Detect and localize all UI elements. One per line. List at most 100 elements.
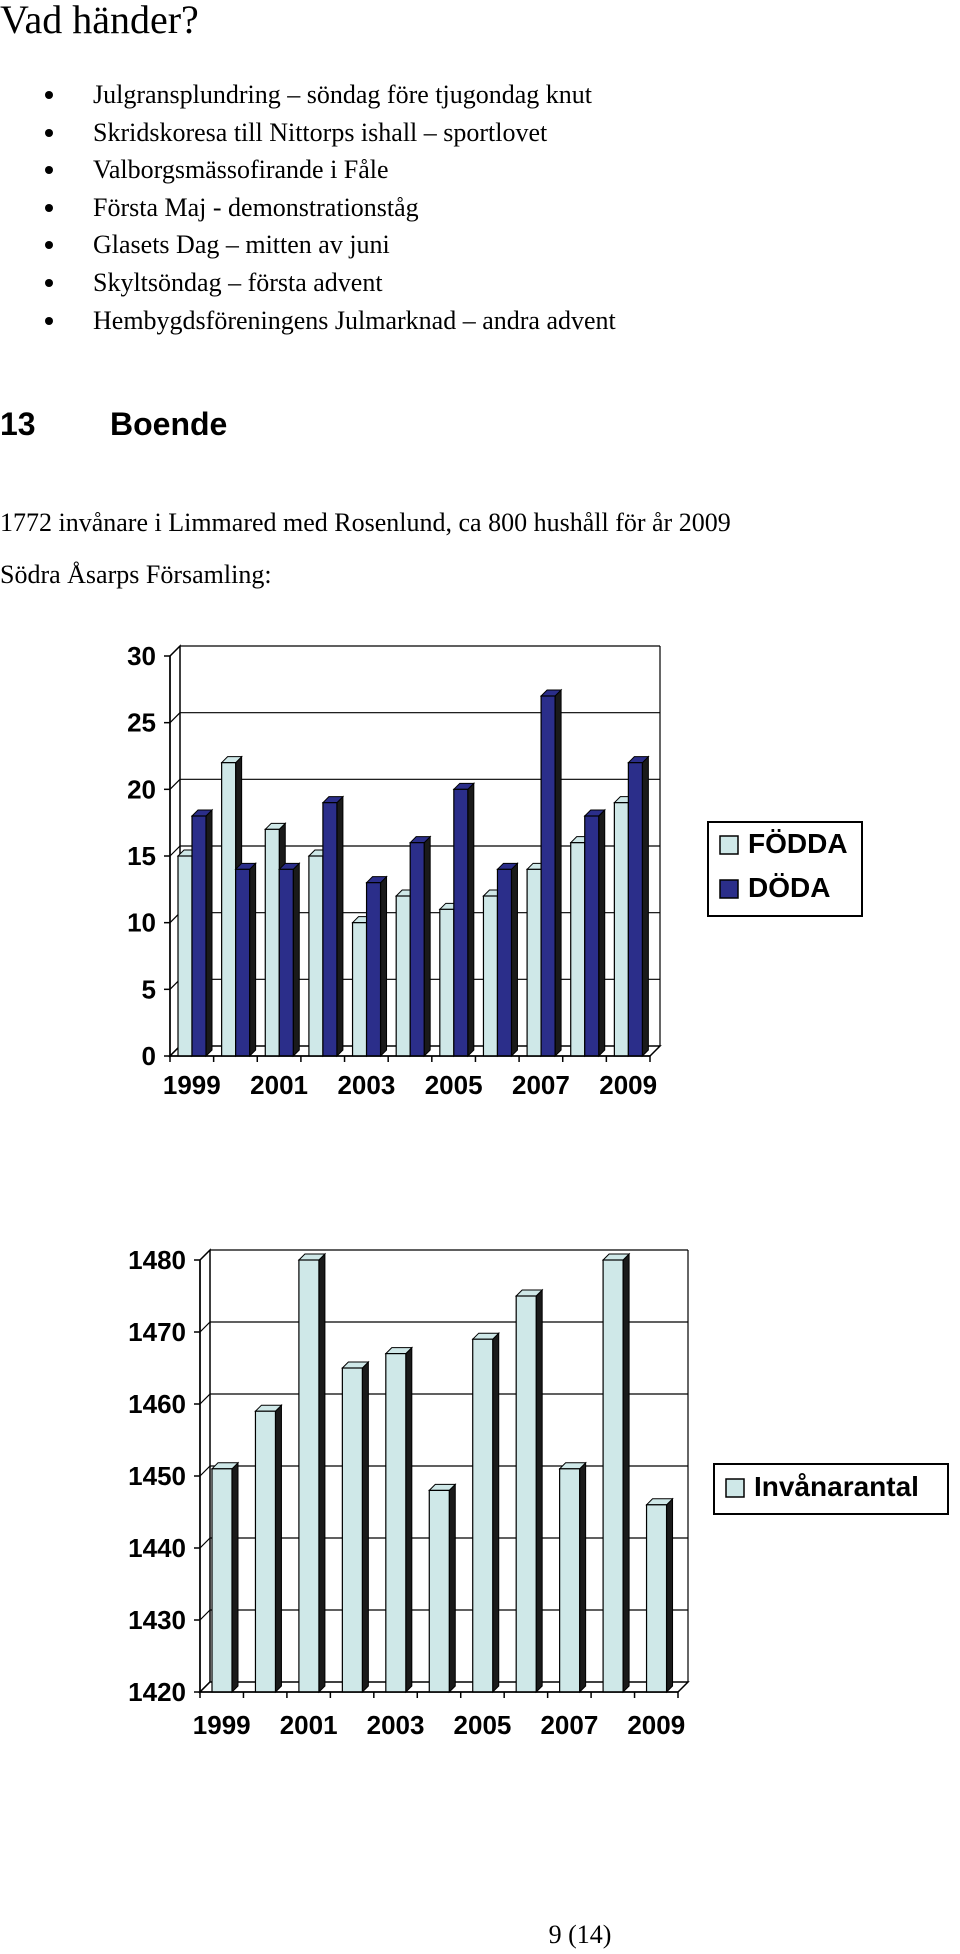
- bar-front: [526, 868, 542, 1057]
- legend: FÖDDA DÖDA: [707, 821, 863, 917]
- bar-front: [559, 1468, 581, 1693]
- bar-döda-2007: [539, 688, 563, 1058]
- bar-side: [423, 835, 431, 1058]
- bullet-icon: [45, 278, 53, 287]
- x-tick-label: 2005: [425, 1070, 483, 1100]
- bar-front: [439, 908, 455, 1057]
- bar-döda-2000: [234, 862, 257, 1058]
- bar-invånarantal-2009: [645, 1497, 674, 1694]
- gridline-diagonal: [199, 1609, 211, 1621]
- bar-side: [361, 1360, 369, 1694]
- legend: Invånarantal: [713, 1463, 949, 1515]
- event-text: Glasets Dag – mitten av juni: [93, 230, 390, 260]
- bar-front: [584, 815, 600, 1057]
- bar-side: [274, 1403, 282, 1694]
- x-tick-label: 2007: [512, 1070, 570, 1100]
- bar-side: [579, 1461, 587, 1694]
- bar-front: [627, 762, 643, 1057]
- bar-döda-2003: [365, 875, 388, 1058]
- section-title: Boende: [110, 406, 228, 442]
- gridline-diagonal: [199, 1537, 211, 1549]
- bar-side: [231, 1461, 239, 1694]
- bar-front: [409, 842, 425, 1057]
- bullet-icon: [45, 128, 53, 137]
- bar-front: [365, 882, 382, 1057]
- gridline-diagonal: [199, 1249, 211, 1261]
- y-tick-label: 1420: [128, 1677, 186, 1707]
- y-tick-label: 1470: [128, 1317, 186, 1347]
- gridline-diagonal: [169, 645, 181, 657]
- bar-döda-2006: [496, 862, 519, 1058]
- bar-side: [554, 688, 562, 1058]
- y-tick-label: 10: [127, 908, 156, 938]
- bullet-icon: [45, 91, 53, 99]
- births-deaths-chart: 0 5 10 15 20 25 30 1999 2001 2003 2005 2007 2009 FÖDD…: [127, 641, 863, 1100]
- gridline-diagonal: [199, 1393, 211, 1405]
- bar-front: [254, 1410, 277, 1693]
- y-tick-label: 1430: [128, 1605, 186, 1635]
- bar-front: [428, 1489, 450, 1693]
- bar-front: [385, 1352, 407, 1693]
- legend-label: DÖDA: [748, 872, 830, 903]
- bar-invånarantal-2006: [514, 1288, 544, 1694]
- bar-front: [177, 855, 193, 1057]
- bar-döda-2005: [452, 782, 476, 1058]
- section-number: 13: [0, 406, 36, 442]
- y-tick-label: 15: [127, 841, 156, 871]
- bar-side: [666, 1497, 674, 1694]
- events-list: Julgransplundring – söndag före tjugonda…: [0, 76, 616, 339]
- bar-side: [641, 755, 649, 1058]
- bar-invånarantal-2005: [471, 1331, 500, 1694]
- bar-front: [278, 868, 294, 1057]
- bar-front: [496, 868, 513, 1057]
- x-tick-label: 2003: [337, 1070, 395, 1100]
- event-text: Skyltsöndag – första advent: [93, 267, 383, 297]
- y-tick-label: 1460: [128, 1389, 186, 1419]
- list-item: Valborgsmässofirande i Fåle: [0, 151, 616, 189]
- x-tick-label: 1999: [163, 1070, 221, 1100]
- y-tick-label: 1450: [128, 1461, 186, 1491]
- bar-side: [448, 1483, 456, 1694]
- legend-label: FÖDDA: [748, 828, 848, 859]
- bar-side: [318, 1252, 326, 1694]
- y-tick-label: 5: [142, 974, 156, 1004]
- legend-swatch: [719, 879, 739, 899]
- bullet-icon: [45, 241, 53, 250]
- bar-front: [308, 855, 324, 1057]
- event-text: Valborgsmässofirande i Fåle: [93, 155, 389, 185]
- list-item: Skridskoresa till Nittorps ishall – spor…: [0, 114, 616, 152]
- event-text: Första Maj - demonstrationståg: [93, 192, 419, 222]
- x-tick-label: 2009: [599, 1070, 657, 1100]
- bar-front: [602, 1259, 624, 1693]
- list-item: Skyltsöndag – första advent: [0, 264, 616, 302]
- list-item: Hembygdsföreningens Julmarknad – andra a…: [0, 302, 616, 340]
- legend-label: Invånarantal: [754, 1471, 919, 1502]
- bar-front: [482, 895, 499, 1057]
- list-item: Glasets Dag – mitten av juni: [0, 226, 616, 264]
- bar-side: [405, 1346, 413, 1694]
- bar-side: [292, 862, 300, 1058]
- bar-front: [351, 922, 368, 1057]
- bar-side: [467, 782, 475, 1058]
- legend-swatch: [725, 1478, 745, 1498]
- page-heading: Vad händer?: [0, 0, 199, 42]
- bar-döda-2002: [321, 795, 345, 1058]
- bar-invånarantal-2003: [384, 1346, 414, 1694]
- bar-invånarantal-2004: [428, 1483, 457, 1694]
- event-text: Skridskoresa till Nittorps ishall – spor…: [93, 117, 548, 147]
- legend-swatch: [719, 835, 739, 855]
- bar-side: [492, 1331, 500, 1694]
- x-tick-label: 2005: [454, 1710, 512, 1740]
- legend-box: [713, 1463, 949, 1515]
- gridline-diagonal: [169, 845, 181, 857]
- bar-front: [570, 842, 586, 1057]
- list-item: Julgransplundring – söndag före tjugonda…: [0, 76, 616, 114]
- bar-front: [515, 1295, 537, 1693]
- bar-invånarantal-2007: [558, 1461, 587, 1694]
- bar-side: [380, 875, 388, 1058]
- bar-front: [211, 1468, 233, 1693]
- bar-döda-1999: [190, 808, 214, 1058]
- bar-front: [453, 788, 469, 1057]
- bar-front: [341, 1367, 363, 1693]
- page-number: 9 (14): [548, 1920, 612, 1949]
